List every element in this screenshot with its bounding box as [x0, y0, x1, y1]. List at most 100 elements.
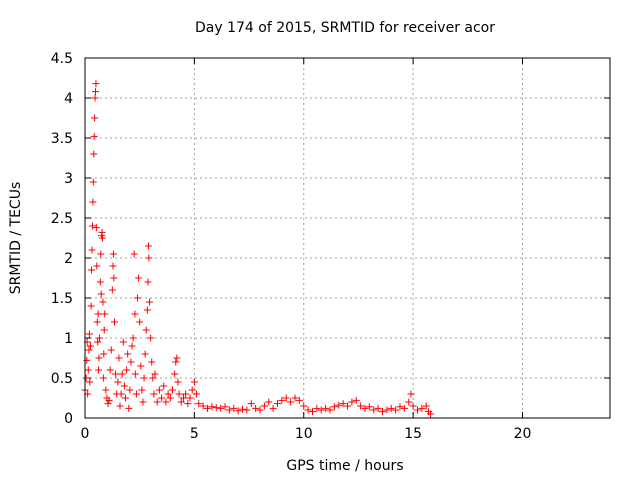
data-point — [221, 403, 229, 411]
data-point — [300, 402, 308, 410]
data-point — [88, 222, 96, 230]
data-point — [149, 374, 157, 382]
data-point — [134, 294, 141, 302]
data-point — [326, 406, 334, 414]
data-point — [392, 406, 400, 414]
data-point — [396, 403, 404, 411]
data-point — [82, 374, 90, 382]
data-point — [177, 398, 185, 406]
data-point — [339, 400, 347, 408]
data-point — [104, 400, 112, 408]
data-point — [174, 378, 182, 386]
data-point — [121, 394, 129, 402]
data-point — [127, 358, 135, 366]
data-point — [374, 404, 382, 412]
data-point — [256, 406, 264, 414]
data-point — [97, 290, 105, 298]
data-point — [140, 374, 148, 382]
plot-frame — [84, 57, 611, 419]
data-point — [96, 278, 104, 286]
data-point — [195, 400, 203, 408]
data-point — [89, 178, 97, 186]
data-point — [252, 404, 260, 412]
data-point — [383, 406, 391, 414]
data-point — [128, 342, 136, 350]
data-point — [162, 398, 170, 406]
y-tick-label: 2.5 — [51, 211, 73, 227]
data-point — [146, 298, 154, 306]
data-point — [190, 378, 198, 386]
data-point — [230, 404, 238, 412]
grid-lines — [85, 58, 610, 418]
data-point — [427, 410, 435, 418]
data-point — [173, 354, 181, 362]
data-point — [112, 370, 120, 378]
data-point — [313, 404, 321, 412]
data-point — [85, 330, 93, 338]
data-point — [365, 403, 373, 411]
data-point — [125, 404, 133, 412]
data-point — [225, 406, 233, 414]
data-point — [99, 374, 107, 382]
data-point — [243, 406, 251, 414]
data-point — [204, 404, 211, 412]
y-tick-label: 1.5 — [51, 291, 73, 307]
x-tick-label: 0 — [81, 426, 90, 442]
data-point — [217, 404, 225, 412]
y-tick-label: 4.5 — [51, 51, 73, 67]
data-point — [109, 262, 117, 270]
data-point — [422, 402, 430, 410]
chart-title: Day 174 of 2015, SRMTID for receiver aco… — [195, 20, 495, 36]
data-point — [144, 278, 152, 286]
data-point — [357, 402, 365, 410]
data-point — [322, 404, 330, 412]
data-point — [120, 382, 128, 390]
data-point — [84, 366, 92, 374]
y-tick-label: 2 — [64, 251, 73, 267]
y-tick-label: 3 — [64, 171, 73, 187]
data-point — [414, 406, 421, 414]
data-point — [166, 394, 174, 402]
data-point — [86, 342, 94, 350]
data-points — [81, 80, 435, 418]
data-point — [139, 398, 147, 406]
data-point — [143, 306, 151, 314]
data-point — [102, 386, 110, 394]
data-point — [141, 350, 149, 358]
data-point — [179, 394, 187, 402]
data-point — [119, 338, 127, 346]
data-point — [188, 386, 196, 394]
axes: 0 5 10 15 20 0 0.5 1 1.5 2 2.5 3 3.5 4 4.5 — [51, 51, 610, 442]
data-point — [335, 401, 343, 409]
data-point — [99, 298, 107, 306]
data-point — [212, 404, 220, 412]
data-point — [115, 354, 123, 362]
data-point — [126, 386, 134, 394]
data-point — [88, 266, 96, 274]
x-tick-label: 15 — [404, 426, 422, 442]
data-point — [129, 334, 137, 342]
data-point — [94, 338, 102, 346]
data-point — [407, 390, 415, 398]
data-point — [106, 366, 114, 374]
data-point — [142, 326, 150, 334]
data-point — [184, 400, 192, 408]
data-point — [137, 362, 145, 370]
data-point — [85, 346, 93, 354]
data-point — [348, 398, 356, 406]
y-tick-label: 0 — [64, 411, 73, 427]
data-point — [111, 318, 119, 326]
data-point — [145, 254, 153, 262]
data-point — [101, 310, 109, 318]
data-point — [95, 366, 103, 374]
data-point — [92, 224, 100, 232]
data-point — [83, 356, 91, 364]
data-point — [136, 318, 144, 326]
data-point — [94, 310, 102, 318]
data-point — [114, 378, 122, 386]
data-point — [208, 403, 216, 411]
data-point — [151, 370, 159, 378]
data-point — [418, 404, 426, 412]
data-point — [361, 404, 369, 412]
data-point — [130, 250, 138, 258]
